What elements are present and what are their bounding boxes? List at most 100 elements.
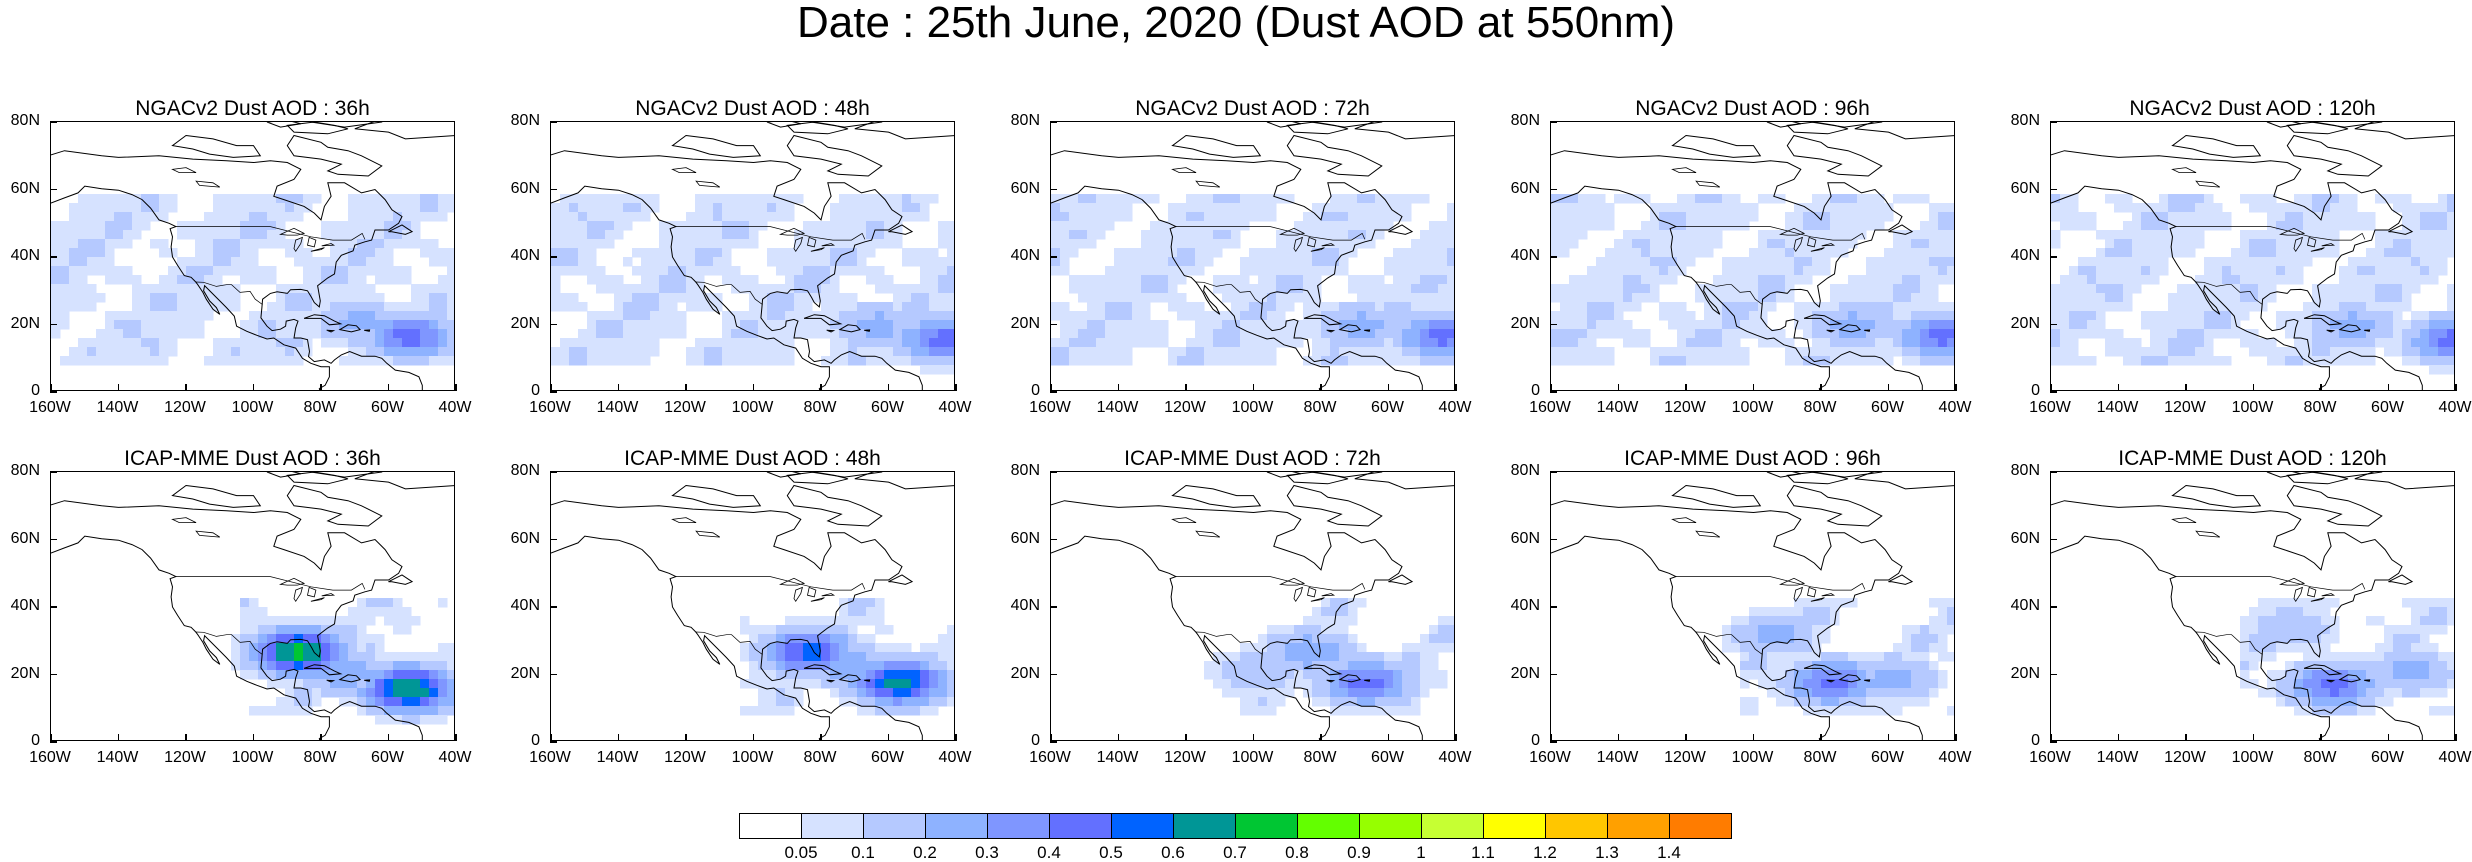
aod-cell	[1339, 248, 1349, 258]
aod-cell	[1294, 634, 1304, 644]
aod-cell	[839, 329, 849, 339]
aod-cell	[1303, 275, 1313, 285]
aod-cell	[641, 257, 651, 267]
aod-cell	[1596, 320, 1606, 330]
aod-cell	[2186, 248, 2196, 258]
aod-cell	[1393, 670, 1403, 680]
aod-cell	[1785, 338, 1795, 348]
aod-cell	[2438, 661, 2448, 671]
aod-cell	[1839, 697, 1849, 707]
aod-cell	[1875, 661, 1885, 671]
aod-cell	[1195, 203, 1205, 213]
aod-cell	[2447, 607, 2454, 617]
lon-tick	[1820, 734, 1822, 741]
aod-cell	[929, 356, 939, 366]
island-outline	[1171, 134, 1262, 158]
lon-tick	[117, 384, 119, 391]
aod-cell	[249, 221, 259, 231]
aod-cell	[1375, 212, 1385, 222]
aod-cell	[249, 212, 259, 222]
aod-cell	[1902, 697, 1912, 707]
aod-cell	[2330, 706, 2340, 716]
aod-cell	[429, 670, 439, 680]
aod-cell	[1650, 212, 1660, 222]
aod-cell	[2150, 230, 2160, 240]
aod-cell	[1767, 230, 1777, 240]
aod-cell	[1222, 284, 1232, 294]
aod-cell	[2348, 203, 2358, 213]
aod-cell	[1830, 302, 1840, 312]
lake-outline	[1807, 236, 1817, 248]
aod-cell	[938, 329, 948, 339]
aod-cell	[249, 239, 259, 249]
aod-cell	[911, 652, 921, 662]
aod-cell	[1776, 670, 1786, 680]
aod-cell	[78, 212, 88, 222]
aod-cell	[1551, 212, 1561, 222]
aod-cell	[294, 194, 304, 204]
aod-cell	[294, 239, 304, 249]
aod-cell	[303, 625, 313, 635]
aod-cell	[641, 284, 651, 294]
map-panel: ICAP-MME Dust AOD : 120h 80N 60N 40N 20N 0 160…	[2000, 447, 2472, 847]
aod-cell	[785, 697, 795, 707]
aod-cell	[875, 607, 885, 617]
aod-cell	[1812, 338, 1822, 348]
lat-tick-label: 40N	[1510, 247, 1540, 264]
aod-cell	[1668, 320, 1678, 330]
aod-cell	[1875, 338, 1885, 348]
aod-cell	[420, 302, 430, 312]
aod-cell	[884, 239, 894, 249]
aod-cell	[1204, 257, 1214, 267]
aod-cell	[551, 302, 561, 312]
aod-cell	[1632, 275, 1642, 285]
aod-cell	[2447, 230, 2454, 240]
aod-cell	[695, 338, 705, 348]
aod-cell	[1420, 661, 1430, 671]
aod-cell	[1902, 293, 1912, 303]
aod-cell	[1569, 302, 1579, 312]
aod-cell	[2258, 634, 2268, 644]
aod-cell	[1812, 616, 1822, 626]
aod-cell	[393, 302, 403, 312]
aod-cell	[1231, 338, 1241, 348]
aod-cell	[2294, 194, 2304, 204]
aod-cell	[2447, 311, 2454, 321]
coastline-west	[51, 535, 330, 740]
aod-cell	[1578, 284, 1588, 294]
aod-cell	[1384, 194, 1394, 204]
aod-cell	[1447, 329, 1454, 339]
aod-cell	[1105, 356, 1115, 366]
aod-cell	[1767, 338, 1777, 348]
aod-cell	[2357, 275, 2367, 285]
aod-cell	[1258, 338, 1268, 348]
coastline-west	[551, 535, 830, 740]
aod-cell	[1605, 356, 1615, 366]
aod-cell	[51, 257, 61, 267]
aod-cell	[2105, 329, 2115, 339]
aod-cell	[2312, 616, 2322, 626]
lon-tick	[2387, 734, 2389, 741]
aod-cell	[195, 293, 205, 303]
aod-cell	[2267, 625, 2277, 635]
aod-cell	[1839, 347, 1849, 357]
aod-cell	[348, 239, 358, 249]
lon-tick	[955, 384, 957, 391]
aod-cell	[2222, 266, 2232, 276]
aod-cell	[249, 311, 259, 321]
aod-cell	[1578, 275, 1588, 285]
island-outline	[1286, 122, 1349, 135]
aod-cell	[1713, 284, 1723, 294]
aod-cell	[2078, 212, 2088, 222]
aod-cell	[1429, 329, 1439, 339]
aod-cell	[2141, 239, 2151, 249]
aod-cell	[1276, 329, 1286, 339]
aod-cell	[1348, 230, 1358, 240]
aod-cell	[749, 634, 759, 644]
aod-cell	[2438, 248, 2448, 258]
aod-cell	[1677, 230, 1687, 240]
aod-cell	[1285, 679, 1295, 689]
aod-cell	[1596, 266, 1606, 276]
aod-cell	[929, 329, 939, 339]
aod-cell	[1231, 275, 1241, 285]
